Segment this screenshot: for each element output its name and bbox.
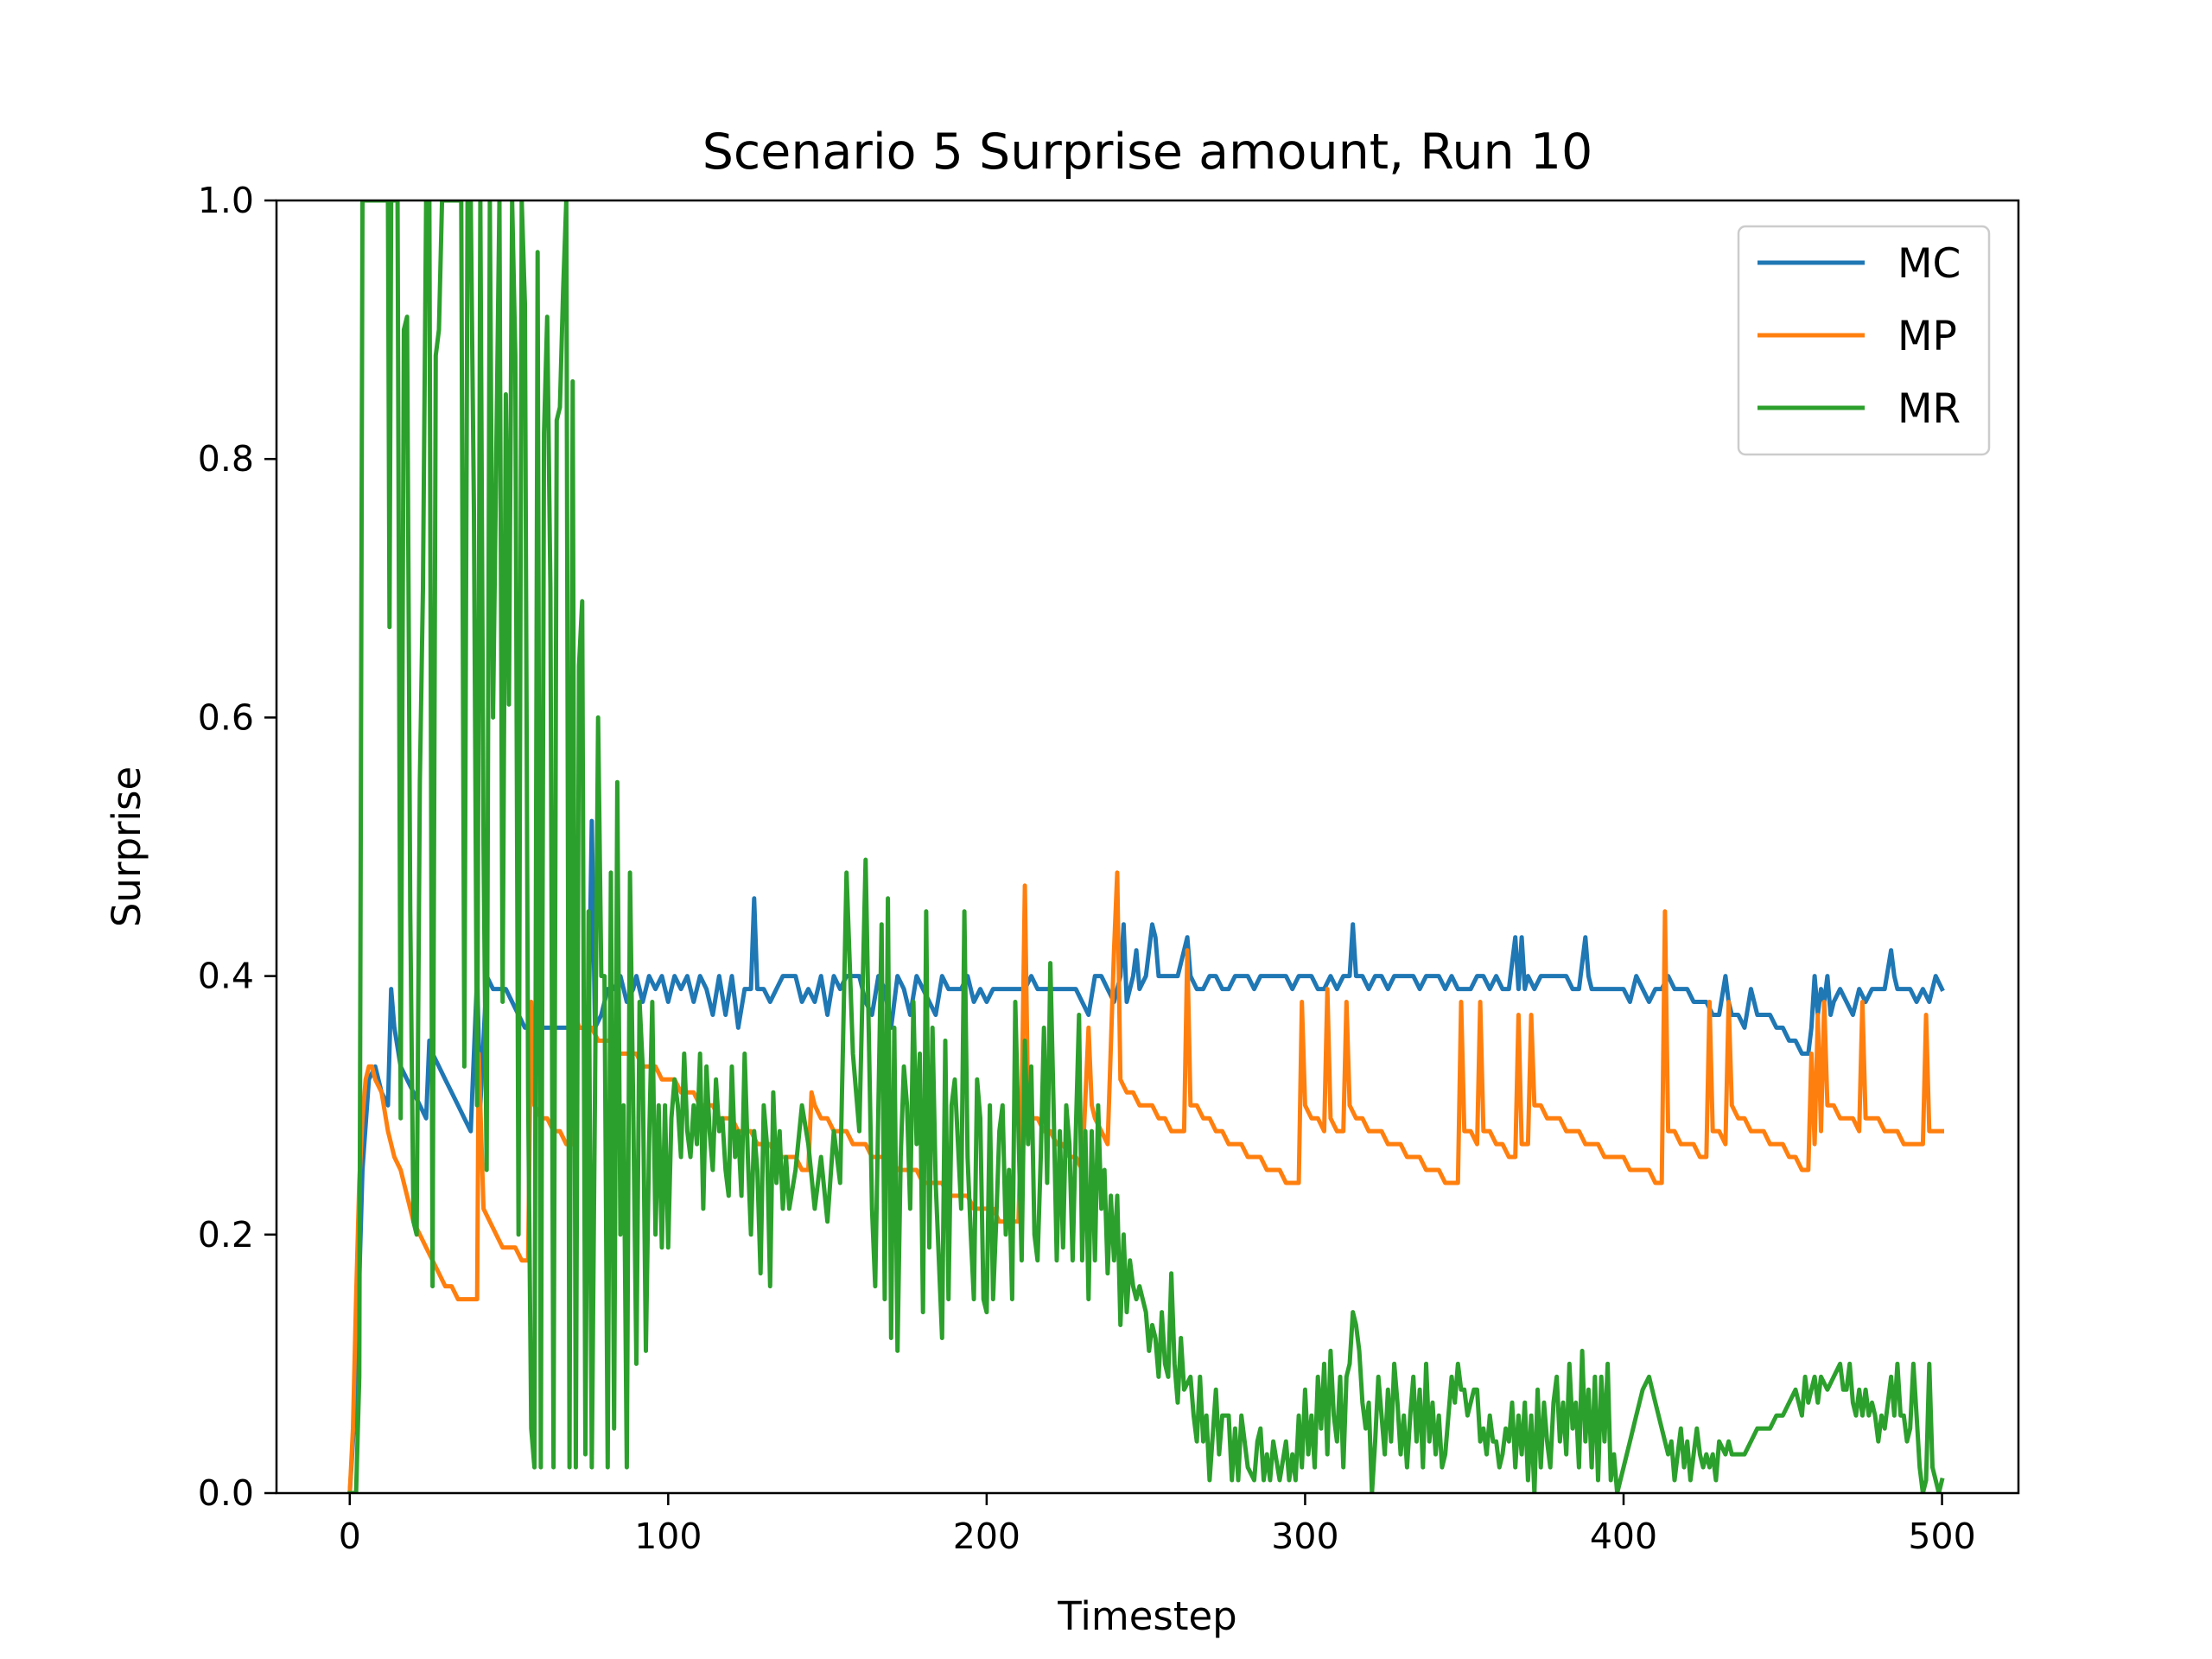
series-line-mp	[347, 870, 1944, 1493]
y-tick-label: 0.0	[198, 1472, 254, 1514]
plot-frame	[275, 199, 2020, 1495]
x-axis-title: Timestep	[1057, 1593, 1236, 1639]
legend-label-mp: MP	[1897, 313, 1957, 360]
x-tick-label: 500	[1908, 1516, 1975, 1557]
y-tick-label: 0.6	[198, 696, 254, 738]
x-tick-label: 0	[339, 1516, 361, 1557]
legend-frame	[1737, 225, 1991, 456]
legend-label-mc: MC	[1897, 240, 1961, 288]
y-tick-label: 0.8	[198, 438, 254, 480]
y-tick-label: 0.4	[198, 956, 254, 997]
y-tick-label: 1.0	[198, 180, 254, 221]
x-tick-label: 200	[953, 1516, 1020, 1557]
legend: MC MP MR	[1737, 225, 1991, 456]
y-axis: 0.0 0.2 0.4 0.6 0.8 1.0	[198, 180, 276, 1514]
y-tick-label: 0.2	[198, 1214, 254, 1255]
x-tick-label: 400	[1590, 1516, 1657, 1557]
chart-title: Scenario 5 Surprise amount, Run 10	[702, 124, 1592, 181]
legend-label-mr: MR	[1897, 385, 1961, 433]
series-layer	[347, 200, 1945, 1493]
series-line-mr	[347, 200, 1945, 1493]
y-axis-title: Surprise	[104, 766, 149, 927]
x-axis: 0 100 200 300 400 500	[339, 1493, 1976, 1557]
x-tick-label: 300	[1271, 1516, 1338, 1557]
x-tick-label: 100	[634, 1516, 702, 1557]
